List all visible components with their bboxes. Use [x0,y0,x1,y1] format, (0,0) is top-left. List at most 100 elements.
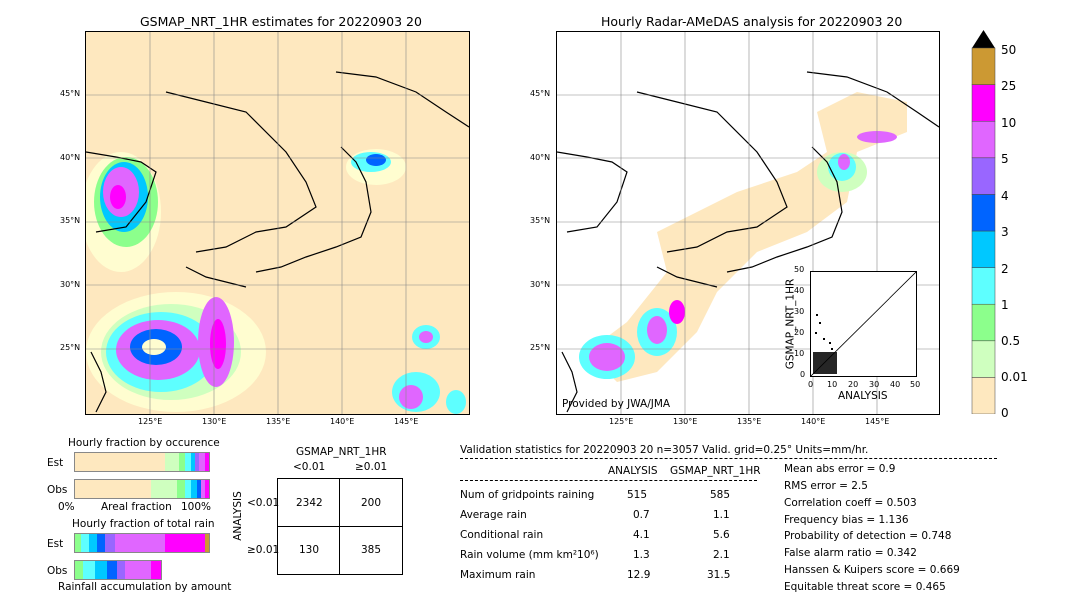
validation-header: Validation statistics for 20220903 20 n=… [460,444,869,456]
colorbar-extend-arrow [972,30,995,48]
colorbar-segment [971,303,996,342]
score: False alarm ratio = 0.342 [784,547,917,559]
score: Hanssen & Kuipers score = 0.669 [784,564,960,576]
stat-analysis: 1.3 [633,549,650,561]
validation-subdivider [460,480,757,481]
scatter-points [813,314,837,374]
contingency-col-header: <0.01 [293,461,326,473]
right-lat-tick: 45°N [530,89,551,98]
stat-analysis: 12.9 [627,569,651,581]
left-gridlines [86,32,469,414]
colorbar-level: 0.01 [1001,370,1028,384]
scatter-ytick: 10 [794,349,805,358]
colorbar-segment [971,340,996,378]
total-rain-footer: Rainfall accumulation by amount [58,581,232,593]
validation-col-analysis: ANALYSIS [608,465,658,477]
occurrence-axis-left: 0% [58,501,75,513]
contingency-row-header: ≥0.01 [247,544,280,556]
left-lon-tick: 145°E [394,417,419,426]
right-lon-tick: 135°E [737,417,762,426]
scatter-xlabel: ANALYSIS [838,390,888,402]
stat-gsmap: 2.1 [713,549,730,561]
colorbar-level: 0.5 [1001,334,1021,348]
left-lat-tick: 30°N [60,280,81,289]
scatter-inset [810,271,917,377]
colorbar-segment [971,47,996,85]
colorbar [971,30,996,414]
colorbar-level: 5 [1001,152,1009,166]
contingency-cell: 385 [361,544,382,556]
right-lat-tick: 35°N [530,216,551,225]
scatter-ytick: 0 [800,370,806,379]
scatter-xtick: 50 [910,380,921,389]
scatter-xtick: 10 [827,380,838,389]
contingency-table: 2342 200 130 385 [277,478,403,575]
right-lat-tick: 25°N [530,343,551,352]
colorbar-level: 2 [1001,262,1009,276]
contingency-row-axis: ANALYSIS [231,491,244,541]
data-credit: Provided by JWA/JMA [562,398,671,410]
scatter-ylabel: GSMAP_NRT_1HR [784,278,797,370]
left-lon-tick: 125°E [138,417,163,426]
total-rain-bar-est [74,533,210,553]
total-rain-bar-obs [74,560,162,580]
scatter-ytick: 30 [794,307,805,316]
stat-label: Conditional rain [460,529,544,541]
occurrence-bar-est [74,452,210,472]
occurrence-bar-obs [74,479,210,499]
left-rain-field [86,149,466,414]
stat-gsmap: 1.1 [713,509,730,521]
total-rain-row-obs: Obs [47,565,68,577]
colorbar-level: 10 [1001,116,1017,130]
left-lat-tick: 35°N [60,216,81,225]
score: Mean abs error = 0.9 [784,463,896,475]
colorbar-level: 25 [1001,79,1017,93]
colorbar-segment [971,377,996,414]
right-lon-tick: 145°E [865,417,890,426]
colorbar-segment [971,157,996,195]
occurrence-axis-right: 100% [181,501,212,513]
right-lon-tick: 130°E [673,417,698,426]
scatter-ytick: 20 [794,328,805,337]
stat-gsmap: 31.5 [707,569,731,581]
scatter-canvas [811,272,916,376]
contingency-cell: 2342 [296,497,323,509]
left-lon-tick: 130°E [202,417,227,426]
scatter-xtick: 0 [808,380,814,389]
stat-label: Num of gridpoints raining [460,489,595,501]
total-rain-title: Hourly fraction of total rain [72,518,215,530]
colorbar-level: 50 [1001,43,1017,57]
validation-col-gsmap: GSMAP_NRT_1HR [670,465,761,477]
left-lat-tick: 25°N [60,343,81,352]
contingency-row-header: <0.01 [247,497,280,509]
colorbar-level: 0 [1001,406,1009,420]
contingency-col-header: ≥0.01 [355,461,388,473]
total-rain-row-est: Est [47,538,64,550]
scatter-xtick: 40 [890,380,901,389]
colorbar-level: 4 [1001,189,1009,203]
left-map [85,31,470,415]
colorbar-segment [971,84,996,122]
contingency-title: GSMAP_NRT_1HR [296,446,387,458]
score: RMS error = 2.5 [784,480,868,492]
occurrence-row-obs: Obs [47,484,68,496]
colorbar-level: 1 [1001,298,1009,312]
left-map-canvas [86,32,469,414]
right-coastline [557,71,939,413]
scatter-ytick: 40 [794,286,805,295]
occurrence-axis-mid: Areal fraction [101,501,172,513]
right-lon-tick: 140°E [801,417,826,426]
contingency-cell: 130 [299,544,320,556]
stat-gsmap: 585 [710,489,731,501]
stat-label: Rain volume (mm km²10⁶) [460,549,599,561]
occurrence-row-est: Est [47,457,64,469]
left-lon-tick: 140°E [330,417,355,426]
right-lat-tick: 40°N [530,153,551,162]
right-map-title: Hourly Radar-AMeDAS analysis for 2022090… [601,14,903,29]
score: Frequency bias = 1.136 [784,514,909,526]
left-coastline [86,71,469,413]
score: Probability of detection = 0.748 [784,530,952,542]
contingency-cell: 200 [361,497,382,509]
colorbar-segment [971,120,996,159]
scatter-ytick: 50 [794,265,805,274]
